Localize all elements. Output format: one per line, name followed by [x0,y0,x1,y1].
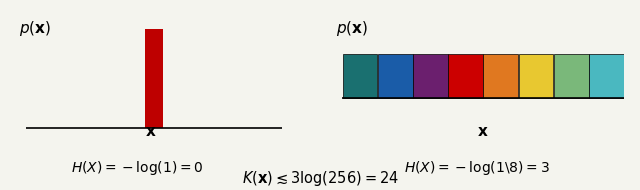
Bar [589,54,624,98]
Text: $H(X) = -\log(1{\backslash}8) = 3$: $H(X) = -\log(1{\backslash}8) = 3$ [404,159,550,177]
Bar [413,54,448,98]
Text: $\mathbf{x}$: $\mathbf{x}$ [145,125,156,139]
Bar [145,29,163,128]
Bar [342,54,378,98]
Bar [448,54,483,98]
Bar [518,54,554,98]
Text: $H(X) = -\log(1) = 0$: $H(X) = -\log(1) = 0$ [72,159,204,177]
Text: $p(\mathbf{x})$: $p(\mathbf{x})$ [19,19,51,38]
Bar [483,54,518,98]
Bar [554,54,589,98]
Text: $p(\mathbf{x})$: $p(\mathbf{x})$ [336,19,368,38]
Text: $K(\mathbf{x}) \lesssim 3\log(256) = 24$: $K(\mathbf{x}) \lesssim 3\log(256) = 24$ [241,169,399,188]
Text: $\mathbf{x}$: $\mathbf{x}$ [477,125,489,139]
Bar [378,54,413,98]
